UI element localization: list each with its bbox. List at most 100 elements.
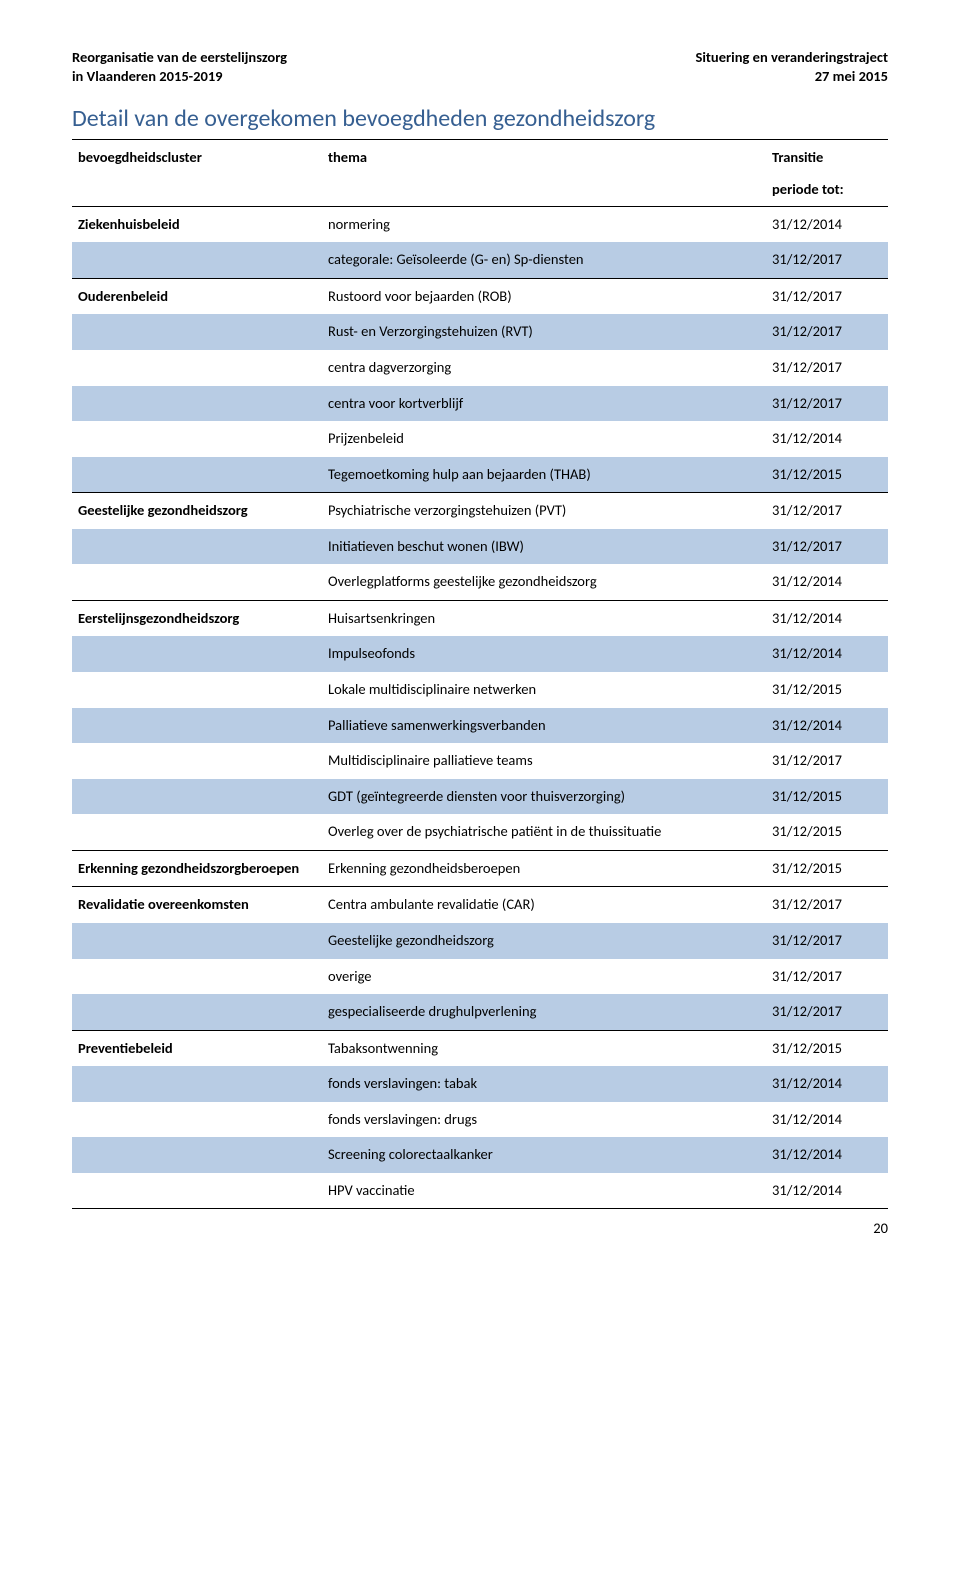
cell-thema: Prijzenbeleid [322,421,766,457]
header-left-line1: Reorganisatie van de eerstelijnszorg [72,48,287,67]
table-row: centra voor kortverblijf31/12/2017 [72,386,888,422]
cell-cluster: Eerstelijnsgezondheidszorg [72,600,322,636]
cell-thema: centra dagverzorging [322,350,766,386]
table-row: HPV vaccinatie31/12/2014 [72,1173,888,1209]
table-row: fonds verslavingen: tabak31/12/2014 [72,1066,888,1102]
cell-datum: 31/12/2014 [766,600,888,636]
header-right-line2: 27 mei 2015 [695,67,888,86]
cell-thema: Lokale multidisciplinaire netwerken [322,672,766,708]
table-row: Overlegplatforms geestelijke gezondheids… [72,564,888,600]
cell-datum: 31/12/2017 [766,314,888,350]
cell-thema: Impulseofonds [322,636,766,672]
cell-cluster [72,923,322,959]
table-row: Tegemoetkoming hulp aan bejaarden (THAB)… [72,457,888,493]
cell-datum: 31/12/2014 [766,1137,888,1173]
table-row: OuderenbeleidRustoord voor bejaarden (RO… [72,278,888,314]
table-body: Ziekenhuisbeleidnormering 31/12/2014 categ… [72,206,888,1209]
cell-thema: HPV vaccinatie [322,1173,766,1209]
cell-datum: 31/12/2017 [766,887,888,923]
cell-cluster: Geestelijke gezondheidszorg [72,493,322,529]
cell-datum: 31/12/2015 [766,779,888,815]
cell-cluster [72,1066,322,1102]
cell-datum: 31/12/2015 [766,814,888,850]
cell-thema: Overlegplatforms geestelijke gezondheids… [322,564,766,600]
cell-cluster: Ziekenhuisbeleid [72,206,322,242]
cell-datum: 31/12/2014 [766,1066,888,1102]
cell-cluster [72,421,322,457]
cell-thema: Overleg over de psychiatrische patiënt i… [322,814,766,850]
cell-cluster [72,529,322,565]
table-row: EerstelijnsgezondheidszorgHuisartsenkrin… [72,600,888,636]
cell-cluster [72,1102,322,1138]
cell-cluster: Ouderenbeleid [72,278,322,314]
cell-thema: gespecialiseerde drughulpverlening [322,994,766,1030]
cell-datum: 31/12/2014 [766,708,888,744]
cell-cluster [72,814,322,850]
cell-cluster [72,314,322,350]
cell-datum: 31/12/2014 [766,421,888,457]
cell-datum: 31/12/2015 [766,850,888,887]
cell-datum: 31/12/2017 [766,743,888,779]
col-header-cluster: bevoegdheidscluster [72,139,322,206]
table-row: Lokale multidisciplinaire netwerken31/12… [72,672,888,708]
table-row: Multidisciplinaire palliatieve teams31/1… [72,743,888,779]
header-right-line1: Situering en veranderingstraject [695,48,888,67]
table-row: fonds verslavingen: drugs31/12/2014 [72,1102,888,1138]
cell-datum: 31/12/2017 [766,923,888,959]
table-row: PreventiebeleidTabaksontwenning31/12/201… [72,1030,888,1066]
cell-cluster: Preventiebeleid [72,1030,322,1066]
table-row: Geestelijke gezondheidszorgPsychiatrisch… [72,493,888,529]
cell-datum: 31/12/2017 [766,994,888,1030]
table-row: Erkenning gezondheidszorgberoepenErkenni… [72,850,888,887]
table-row: gespecialiseerde drughulpverlening31/12/… [72,994,888,1030]
section-title: Detail van de overgekomen bevoegdheden g… [72,104,888,133]
cell-cluster [72,708,322,744]
cell-cluster [72,636,322,672]
cell-thema: Multidisciplinaire palliatieve teams [322,743,766,779]
table-row: Prijzenbeleid31/12/2014 [72,421,888,457]
cell-datum: 31/12/2014 [766,1102,888,1138]
cell-thema: overige [322,959,766,995]
cell-thema: Tegemoetkoming hulp aan bejaarden (THAB) [322,457,766,493]
header-left-line2: in Vlaanderen 2015-2019 [72,67,287,86]
cell-cluster [72,959,322,995]
cell-thema: Centra ambulante revalidatie (CAR) [322,887,766,923]
table-row: overige31/12/2017 [72,959,888,995]
table-head: bevoegdheidscluster thema Transitie peri… [72,139,888,206]
table-row: Rust- en Verzorgingstehuizen (RVT)31/12/… [72,314,888,350]
header-left: Reorganisatie van de eerstelijnszorg in … [72,48,287,86]
cell-thema: Psychiatrische verzorgingstehuizen (PVT) [322,493,766,529]
cell-cluster [72,1173,322,1209]
cell-thema: Geestelijke gezondheidszorg [322,923,766,959]
cell-cluster [72,457,322,493]
table-row: centra dagverzorging31/12/2017 [72,350,888,386]
cell-thema: Rustoord voor bejaarden (ROB) [322,278,766,314]
cell-datum: 31/12/2017 [766,529,888,565]
table-row: Revalidatie overeenkomstenCentra ambulan… [72,887,888,923]
cell-datum: 31/12/2014 [766,1173,888,1209]
page-number: 20 [72,1219,888,1237]
table-row: Palliatieve samenwerkingsverbanden31/12/… [72,708,888,744]
cell-thema: normering [322,206,766,242]
col-header-transitie-line1: Transitie [772,148,882,166]
cell-thema: Initiatieven beschut wonen (IBW) [322,529,766,565]
table-row: categorale: Geïsoleerde (G- en) Sp-diens… [72,242,888,278]
cell-thema: Rust- en Verzorgingstehuizen (RVT) [322,314,766,350]
col-header-transitie: Transitie periode tot: [766,139,888,206]
cell-datum: 31/12/2015 [766,672,888,708]
cell-datum: 31/12/2017 [766,386,888,422]
cell-datum: 31/12/2017 [766,350,888,386]
cell-cluster [72,779,322,815]
cell-thema: GDT (geïntegreerde diensten voor thuisve… [322,779,766,815]
col-header-transitie-line2: periode tot: [772,180,882,198]
table-row: Screening colorectaalkanker31/12/2014 [72,1137,888,1173]
cell-datum: 31/12/2017 [766,959,888,995]
cell-cluster [72,350,322,386]
table-row: Overleg over de psychiatrische patiënt i… [72,814,888,850]
cell-thema: Palliatieve samenwerkingsverbanden [322,708,766,744]
cell-cluster: Erkenning gezondheidszorgberoepen [72,850,322,887]
cell-cluster [72,672,322,708]
cell-datum: 31/12/2015 [766,457,888,493]
header-right: Situering en veranderingstraject 27 mei … [695,48,888,86]
page-header: Reorganisatie van de eerstelijnszorg in … [72,48,888,86]
